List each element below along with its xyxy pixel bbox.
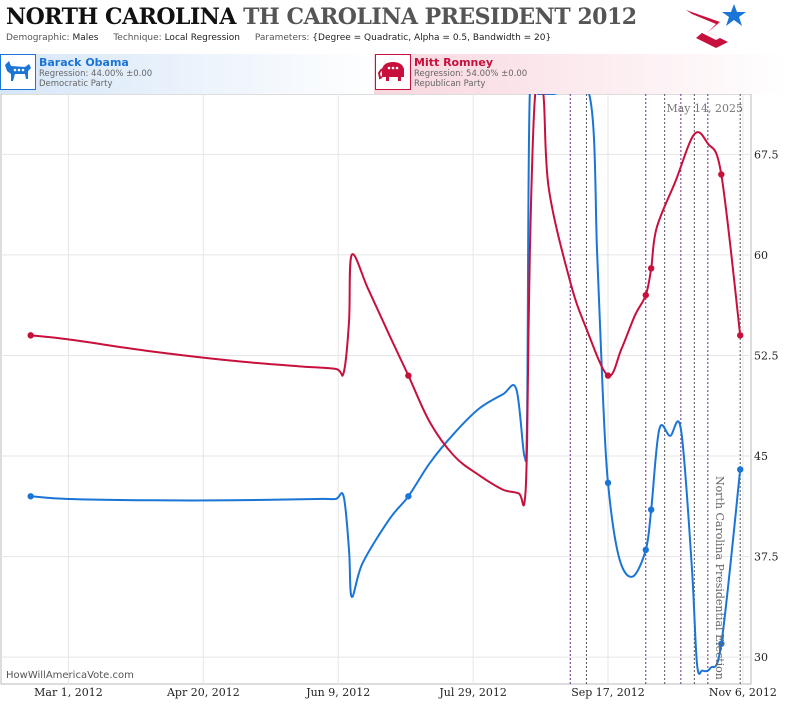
parameters-label: Parameters:: [254, 33, 310, 43]
data-point-romney: [718, 171, 725, 178]
data-point-obama: [604, 479, 612, 487]
chart: 30 37.5 45 52.5 60 67.5 Mar 1, 2012 Apr 20, 20…: [0, 94, 779, 699]
demographic-label: Demographic:: [6, 33, 70, 43]
y-tick-label: 45: [754, 450, 768, 463]
page-title: NORTH CAROLINA TH CAROLINA PRESIDENT 201…: [6, 4, 637, 30]
x-tick-label: Jul 29, 2012: [438, 686, 507, 699]
y-axis-ticks: 30 37.5 45 52.5 60 67.5: [754, 148, 779, 664]
data-point-romney: [647, 265, 655, 272]
series-lines: [30, 94, 742, 675]
plot-frame: [0, 94, 752, 685]
technique-value: Local Regression: [164, 33, 240, 43]
data-point-romney: [604, 372, 612, 379]
data-point-romney: [737, 332, 744, 339]
data-point-obama: [647, 506, 655, 513]
technique-label: Technique:: [113, 33, 162, 43]
title-race: TH CAROLINA PRESIDENT 2012: [243, 4, 637, 30]
y-tick-label: 37.5: [754, 551, 779, 564]
date-stamp: May 14, 2025: [666, 102, 743, 115]
legend-name-obama: Barack Obama: [39, 56, 129, 69]
data-point-obama: [642, 546, 649, 554]
x-axis-ticks: Mar 1, 2012 Apr 20, 2012 Jun 9, 2012 Jul 29…: [34, 686, 777, 699]
parameters-value: {Degree = Quadratic, Alpha = 0.5, Bandwi…: [312, 33, 552, 43]
legend-party-obama: Democratic Party: [39, 79, 113, 89]
data-point-romney: [405, 372, 412, 379]
data-point-obama: [27, 493, 34, 500]
data-point-obama: [405, 493, 412, 500]
donkey-icon: [0, 54, 36, 90]
data-point-obama: [718, 640, 725, 647]
x-tick-label: Sep 17, 2012: [571, 686, 645, 699]
grid: [1, 94, 751, 684]
election-label: North Carolina Presidential Election: [713, 476, 726, 680]
series-line-romney: [30, 94, 742, 507]
stars-and-stripes-logo-icon: [686, 4, 746, 48]
x-tick-label: Nov 6, 2012: [709, 686, 777, 699]
y-tick-label: 52.5: [754, 349, 779, 362]
legend: Barack Obama Regression: 44.00% ±0.00 De…: [0, 54, 789, 94]
legend-name-romney: Mitt Romney: [414, 56, 494, 69]
legend-party-romney: Republican Party: [414, 79, 486, 89]
parameters-line: Demographic: Males Technique: Local Regr…: [6, 33, 551, 43]
data-point-obama: [737, 466, 744, 473]
x-tick-label: Apr 20, 2012: [166, 686, 240, 699]
demographic-value: Males: [72, 33, 99, 43]
series-markers: [27, 171, 744, 647]
x-tick-label: Jun 9, 2012: [305, 686, 370, 699]
legend-regression-obama: Regression: 44.00% ±0.00: [39, 69, 153, 79]
y-tick-label: 30: [754, 651, 768, 664]
title-state: NORTH CAROLINA: [6, 4, 236, 30]
data-point-romney: [642, 291, 649, 299]
legend-background: [0, 54, 789, 94]
watermark: HowWillAmericaVote.com: [6, 670, 134, 681]
legend-regression-romney: Regression: 54.00% ±0.00: [414, 69, 528, 79]
header: NORTH CAROLINA TH CAROLINA PRESIDENT 201…: [0, 0, 789, 50]
elephant-icon: [375, 54, 411, 90]
series-line-obama: [30, 94, 742, 675]
x-tick-label: Mar 1, 2012: [34, 686, 103, 699]
y-tick-label: 60: [754, 249, 768, 262]
y-tick-label: 67.5: [754, 148, 779, 161]
data-point-romney: [27, 332, 34, 339]
